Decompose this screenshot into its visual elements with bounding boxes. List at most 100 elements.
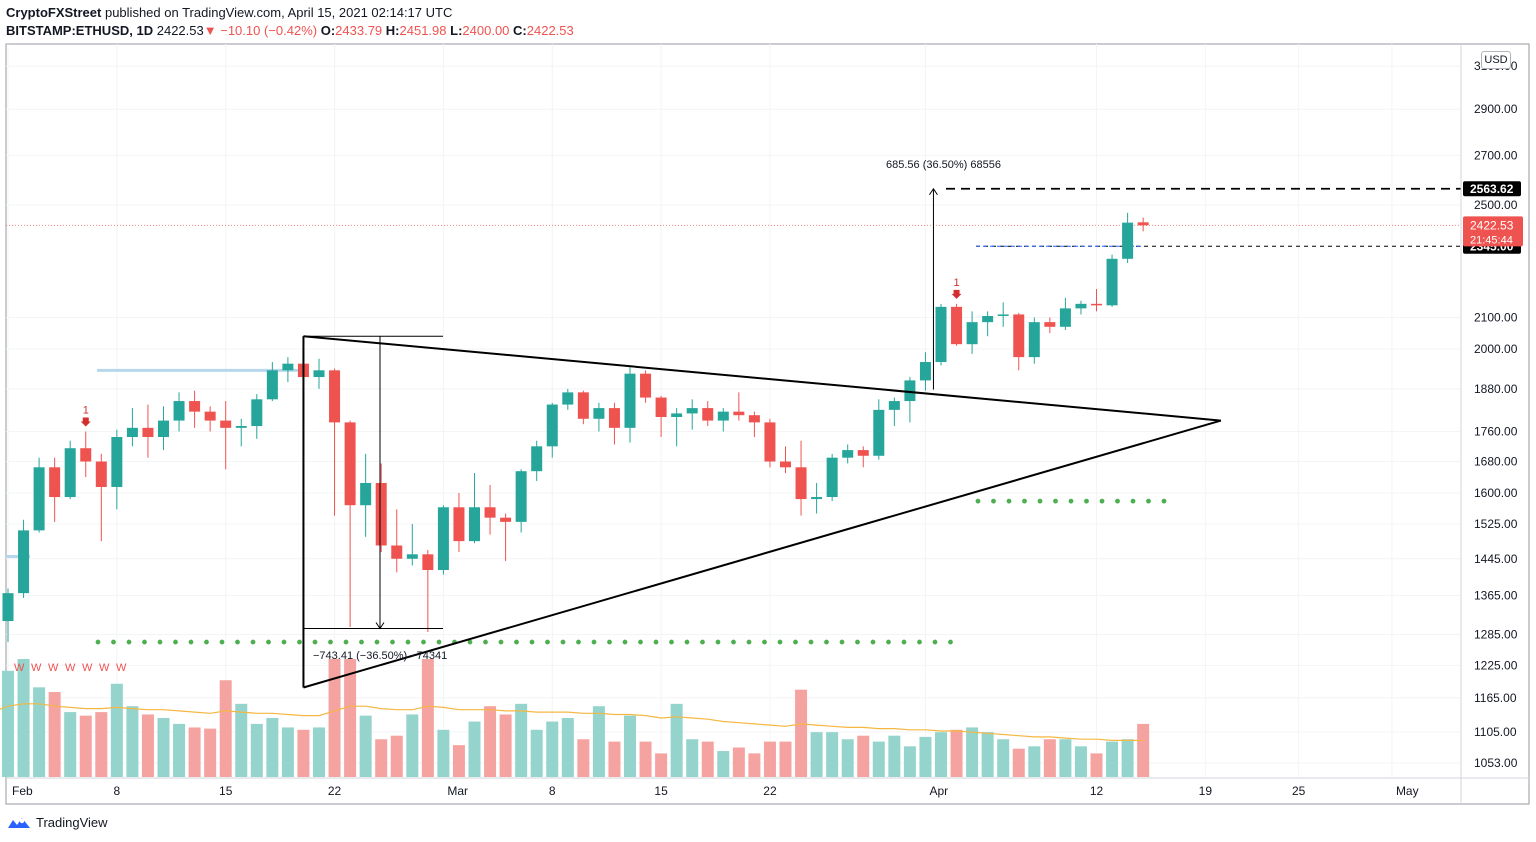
volume-bar [717,751,730,777]
upper-dot [1146,498,1151,504]
candle-body [748,415,760,423]
measure-down-arrowhead [375,622,385,630]
volume-bar [484,706,497,777]
candle-body [624,373,636,428]
w-marker: W [31,662,42,674]
candle-body [437,507,449,571]
lower-dot [700,639,705,645]
change-arrow-icon: ▼ [203,23,217,38]
lower-dot [669,639,674,645]
lower-dot [126,639,132,645]
time-tick-label: 8 [549,784,556,798]
volume-bar [903,746,916,777]
price-tick-label: 1105.00 [1474,725,1517,739]
high-label: H: [385,23,400,38]
volume-bar [779,741,792,777]
lower-dot [498,639,504,645]
volume-bar [359,715,372,777]
w-marker: W [82,662,93,674]
volume-bar [795,689,808,777]
lower-dot [622,639,628,645]
upper-dot [1099,498,1105,504]
symbol-label[interactable]: BITSTAMP:ETHUSD, 1D [6,23,154,38]
price-tick-label: 1225.00 [1474,658,1518,672]
lower-dot [839,639,845,645]
candle-body [842,450,854,458]
lower-dot [607,639,612,645]
upper-dot [1068,498,1074,504]
candle-body [1059,308,1071,327]
lower-dot [576,639,581,645]
lower-dot [948,639,953,645]
candle-body [64,448,76,498]
candle-body [484,507,496,518]
lower-dot [917,639,922,645]
volume-bar [1106,741,1119,777]
candle-body [80,448,92,462]
publisher-name[interactable]: CryptoFXStreet [6,5,102,20]
volume-bar [763,741,776,777]
candle-body [515,471,527,522]
volume-bar [250,723,263,777]
lower-dot [281,639,287,645]
volume-bar [966,727,979,777]
volume-bar [624,715,636,777]
candle-body [811,497,823,500]
lower-dot [421,639,426,645]
lower-dot [591,639,597,645]
lower-dot [514,639,519,645]
lower-dot [529,639,535,645]
volume-bar [950,729,963,777]
volume-bar [266,718,279,777]
volume-bar [33,687,46,777]
lower-dot [142,639,147,645]
price-tick-label: 1525.00 [1474,517,1518,531]
time-tick-label: 25 [1292,784,1306,798]
price-tick-label: 1285.00 [1474,627,1518,641]
lower-dot [762,639,767,645]
candle-body [173,401,185,421]
candle-body [158,420,169,438]
volume-bar [328,659,341,777]
volume-bar [826,732,839,777]
target-price-label-bg [1463,181,1521,197]
footer-brand[interactable]: TradingView [36,815,108,830]
volume-bar [297,729,310,777]
volume-bar [313,727,325,777]
candle-body [375,482,387,546]
candle-body [220,420,232,428]
volume-bar [748,753,761,777]
volume-bar [64,712,77,777]
grid [6,44,1461,778]
candle-body [888,401,900,410]
candle-body [702,408,714,421]
price-tick-label: 2900.00 [1474,102,1518,116]
candle-body [406,554,418,559]
candle-body [904,380,916,402]
close-label: C: [513,23,527,38]
lower-dot [855,639,860,645]
volume-bar [655,753,668,777]
volume-bar [935,732,947,777]
candle-body [608,408,620,428]
open-value: 2433.79 [335,23,383,38]
lower-dot [483,639,488,645]
volume-bar [1121,739,1134,777]
lower-dot [684,639,690,645]
volume-bar [204,728,217,777]
volume-bar [561,718,574,777]
currency-badge[interactable]: USD [1481,51,1511,69]
upper-dot [975,498,981,504]
lower-dot [467,639,473,645]
lower-dot [390,639,395,645]
volume-bar [95,712,108,777]
lower-dot [219,639,225,645]
candle-body [655,397,667,417]
candle-body [1075,303,1087,309]
lower-dot [312,639,318,645]
chart-frame [5,43,1530,805]
volume-bar [1074,746,1087,777]
w-marker: W [48,662,59,674]
